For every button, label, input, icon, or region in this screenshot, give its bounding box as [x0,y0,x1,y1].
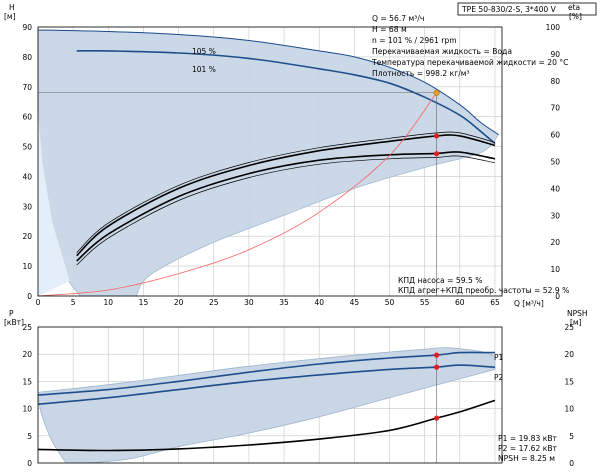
info-line: H = 68 м [372,25,407,34]
q-tick-label: 45 [350,298,360,307]
h-tick-label: 70 [22,83,32,92]
npsh-tick-label: 20 [564,350,574,359]
curve-label-105: 105 % [192,47,216,56]
unit-eff-curve [76,151,496,262]
unit-eff-curve-secondary [76,155,496,266]
p1-marker [434,352,440,358]
q-tick-label: 60 [455,298,465,307]
q-tick-label: 5 [71,298,76,307]
q-tick-label: 55 [420,298,430,307]
efficiency-info: КПД насоса = 59.5 % КПД агрег+КПД преобр… [398,276,569,295]
power-line: P1 = 19.83 кВт [498,434,558,443]
axis-unit-npsh: [м] [570,318,582,327]
q-tick-label: 40 [314,298,324,307]
power-line: P2 = 17.62 кВт [498,444,558,453]
info-line: Q = 56.7 м³/ч [372,14,424,23]
h-tick-label: 50 [22,143,32,152]
q-tick-label: 50 [385,298,395,307]
eta-tick-label: 50 [550,158,560,167]
axis-label-eta: eta [568,3,580,12]
info-line: n = 101 % / 2961 rpm [372,36,457,45]
h-tick-label: 30 [22,202,32,211]
p-tick-label: 15 [22,377,32,386]
eta-tick-label: 0 [555,292,560,301]
title-box [457,2,597,16]
power-line: NPSH = 8.25 м [498,454,555,463]
axis-unit-eta: [%] [569,12,582,21]
p2-marker [434,364,440,370]
info-line: Плотность = 998.2 кг/м³ [372,69,470,78]
axis-unit-p: [кВт] [4,318,24,327]
axis-unit-h: [м] [4,12,16,21]
npsh-marker [434,415,440,421]
curve-105 [37,29,499,136]
axis-label-q: Q [м³/ч] [514,299,544,308]
system-curve [37,92,437,297]
eta-tick-label: 70 [550,104,560,113]
h-tick-label: 0 [27,292,32,301]
legend-p1: P1 [494,353,504,362]
eta-tick-label: 40 [550,184,560,193]
p-tick-label: 0 [27,459,32,468]
axis-label-npsh: NPSH [567,309,588,318]
eta-tick-label: 20 [550,238,560,247]
curve-label-101: 101 % [192,65,216,74]
h-tick-label: 20 [22,232,32,241]
eta-tick-label: 80 [550,77,560,86]
npsh-curve [37,399,496,452]
q-tick-label: 0 [36,298,41,307]
npsh-tick-label: 0 [569,459,574,468]
p-tick-label: 10 [22,405,32,414]
q-tick-label: 30 [244,298,254,307]
eff-line: КПД агрег+КПД преобр. частоты = 52.9 % [398,286,569,295]
h-tick-label: 80 [22,53,32,62]
eta-tick-label: 10 [550,265,560,274]
pump-eff-curve [76,134,496,257]
legend-p2: P2 [494,373,504,382]
eta-tick-label: 30 [550,211,560,220]
q-tick-label: 10 [104,298,114,307]
q-tick-label: 65 [490,298,500,307]
h-tick-label: 90 [22,23,32,32]
q-tick-label: 35 [279,298,289,307]
h-tick-label: 60 [22,113,32,122]
curve-101 [76,49,496,145]
info-line: Перекачиваемая жидкость = Вода [372,47,512,56]
p-tick-label: 5 [27,432,32,441]
info-line: Температура перекачиваемой жидкости = 20… [371,58,568,67]
q-tick-label: 25 [209,298,219,307]
pump-eff-curve-secondary [76,131,496,253]
axis-label-p: P [9,309,14,318]
eff-marker-unit [434,151,440,157]
min-flow-area [38,110,70,296]
npsh-tick-label: 25 [564,323,574,332]
npsh-tick-label: 15 [564,377,574,386]
eff-marker-pump [434,133,440,139]
q-tick-label: 15 [139,298,149,307]
npsh-tick-label: 5 [569,432,574,441]
power-info: P1 = 19.83 кВт P2 = 17.62 кВт NPSH = 8.2… [498,434,558,463]
duty-info: Q = 56.7 м³/ч H = 68 м n = 101 % / 2961 … [371,14,568,78]
bottom-frame [37,326,503,464]
p1-curve [37,351,496,396]
p-tick-label: 25 [22,323,32,332]
h-tick-label: 10 [22,262,32,271]
chart-title: TPE 50-830/2-S, 3*400 V [461,5,557,14]
axis-label-h: H [9,3,15,12]
q-tick-label: 20 [174,298,184,307]
h-tick-label: 40 [22,172,32,181]
p-tick-label: 20 [22,350,32,359]
p2-curve [37,364,496,405]
top-frame [37,26,503,297]
eta-tick-label: 90 [550,50,560,59]
npsh-tick-label: 10 [564,405,574,414]
eta-tick-label: 60 [550,131,560,140]
eff-line: КПД насоса = 59.5 % [398,276,482,285]
eta-tick-label: 100 [546,23,561,32]
duty-point [433,89,440,96]
